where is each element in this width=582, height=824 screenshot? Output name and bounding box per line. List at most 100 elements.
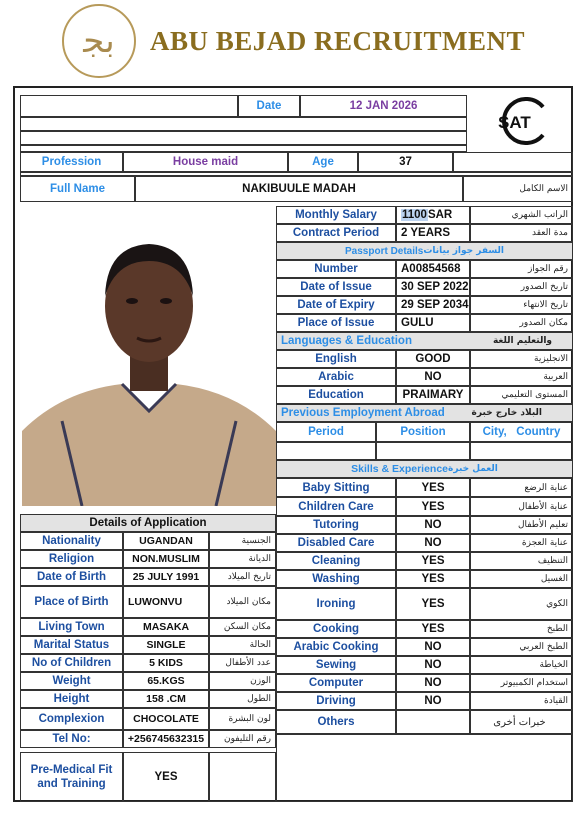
application-row-label: Weight bbox=[20, 672, 123, 690]
application-row-ar: الحالة bbox=[209, 636, 276, 654]
skill-row-value: NO bbox=[396, 656, 470, 674]
passport-row-ar: تاريخ الصدور bbox=[470, 278, 573, 296]
skill-row-value: YES bbox=[396, 570, 470, 588]
languages-title-ar: والتعليم اللغة bbox=[492, 336, 552, 346]
svg-text:SAT: SAT bbox=[498, 113, 531, 132]
skill-row-ar: عناية العجزة bbox=[470, 534, 573, 552]
brand-title: ABU BEJAD RECRUITMENT bbox=[150, 26, 526, 56]
skill-row-ar: الطبخ bbox=[470, 620, 573, 638]
passport-row-label: Date of Expiry bbox=[276, 296, 396, 314]
skill-row-label: Arabic Cooking bbox=[276, 638, 396, 656]
period-label: Contract Period bbox=[276, 224, 396, 242]
application-row-value: 65.KGS bbox=[123, 672, 209, 690]
salary-label: Monthly Salary bbox=[276, 206, 396, 224]
employment-col-position: Position bbox=[376, 422, 470, 442]
skill-row-value: NO bbox=[396, 674, 470, 692]
others-ar: خبرات أخرى bbox=[470, 710, 573, 734]
skill-row-value: NO bbox=[396, 516, 470, 534]
salary-ar: الراتب الشهري bbox=[470, 206, 573, 224]
passport-row-value: 30 SEP 2022 bbox=[396, 278, 470, 296]
skill-row-label: Sewing bbox=[276, 656, 396, 674]
application-row-ar: مكان السكن bbox=[209, 618, 276, 636]
profession-value: House maid bbox=[123, 152, 288, 172]
application-row-ar: الجنسية bbox=[209, 532, 276, 550]
skills-title-ar: العمل خبرة bbox=[448, 464, 498, 474]
date-label: Date bbox=[238, 95, 300, 117]
others-area bbox=[276, 734, 573, 802]
application-row-ar: الديانة bbox=[209, 550, 276, 568]
application-row-label: Place of Birth bbox=[20, 586, 123, 618]
fullname-ar: الاسم الكامل bbox=[463, 176, 573, 202]
employment-section-header: Previous Employment Abroad البلاد خارج خ… bbox=[276, 404, 573, 422]
employment-col-period: Period bbox=[276, 422, 376, 442]
page-header: ﺑﺠ ABU BEJAD RECRUITMENT bbox=[0, 0, 582, 86]
skill-row-ar: تعليم الأطفال bbox=[470, 516, 573, 534]
application-row-ar: لون البشرة bbox=[209, 708, 276, 730]
employment-cell bbox=[470, 442, 573, 460]
applicant-photo bbox=[22, 206, 276, 506]
passport-title-ar: السفر جواز بيانات bbox=[423, 246, 504, 256]
salary-amount: 1100 bbox=[401, 209, 428, 221]
blank-cell bbox=[453, 152, 573, 172]
passport-row-label: Number bbox=[276, 260, 396, 278]
fullname-label: Full Name bbox=[20, 176, 135, 202]
passport-row-label: Place of Issue bbox=[276, 314, 396, 332]
passport-row-value: 29 SEP 2034 bbox=[396, 296, 470, 314]
skill-row-label: Cooking bbox=[276, 620, 396, 638]
language-row-ar: المستوى التعليمي bbox=[470, 386, 573, 404]
employment-col-city: City, Country bbox=[470, 422, 573, 442]
skill-row-label: Ironing bbox=[276, 588, 396, 620]
skill-row-label: Children Care bbox=[276, 497, 396, 516]
period-ar: مدة العقد bbox=[470, 224, 573, 242]
divider bbox=[20, 172, 573, 176]
premedical-ar bbox=[209, 752, 276, 802]
application-row-label: Tel No: bbox=[20, 730, 123, 748]
application-row-label: Nationality bbox=[20, 532, 123, 550]
age-label: Age bbox=[288, 152, 358, 172]
skill-row-value: NO bbox=[396, 692, 470, 710]
application-row-value: NON.MUSLIM bbox=[123, 550, 209, 568]
fullname-value: NAKIBUULE MADAH bbox=[135, 176, 463, 202]
application-row-ar: مكان الميلاد bbox=[209, 586, 276, 618]
application-row-label: Marital Status bbox=[20, 636, 123, 654]
skill-row-ar: الخياطة bbox=[470, 656, 573, 674]
salary-unit: SAR bbox=[427, 209, 453, 221]
application-row-value: CHOCOLATE bbox=[123, 708, 209, 730]
cv-sheet: Date 12 JAN 2026 SAT Profession House ma… bbox=[13, 86, 573, 802]
passport-section-header: Passport Details السفر جواز بيانات bbox=[276, 242, 573, 260]
application-row-ar: رقم التليفون bbox=[209, 730, 276, 748]
passport-row-ar: تاريخ الانتهاء bbox=[470, 296, 573, 314]
date-value: 12 JAN 2026 bbox=[300, 95, 467, 117]
application-row-label: Date of Birth bbox=[20, 568, 123, 586]
skill-row-ar: القيادة bbox=[470, 692, 573, 710]
blank-row bbox=[20, 145, 467, 152]
blank-row bbox=[20, 117, 467, 131]
application-title: Details of Application bbox=[20, 514, 276, 532]
passport-row-label: Date of Issue bbox=[276, 278, 396, 296]
application-row-ar: الطول bbox=[209, 690, 276, 708]
skill-row-label: Tutoring bbox=[276, 516, 396, 534]
passport-title: Passport Details bbox=[345, 245, 424, 257]
skill-row-ar: استخدام الكمبيوتر bbox=[470, 674, 573, 692]
application-row-label: Height bbox=[20, 690, 123, 708]
application-row-label: No of Children bbox=[20, 654, 123, 672]
skill-row-label: Computer bbox=[276, 674, 396, 692]
skill-row-label: Baby Sitting bbox=[276, 478, 396, 497]
application-row-value: LUWONVU bbox=[123, 586, 209, 618]
application-row-value: 25 JULY 1991 bbox=[123, 568, 209, 586]
skill-row-value: NO bbox=[396, 638, 470, 656]
skills-title: Skills & Experience bbox=[351, 463, 449, 475]
language-row-ar: العربية bbox=[470, 368, 573, 386]
application-row-ar: تاريخ الميلاد bbox=[209, 568, 276, 586]
language-row-value: PRAIMARY bbox=[396, 386, 470, 404]
application-row-label: Religion bbox=[20, 550, 123, 568]
premedical-label: Pre-Medical Fit and Training bbox=[20, 752, 123, 802]
skill-row-value: YES bbox=[396, 478, 470, 497]
skills-section-header: Skills & Experience العمل خبرة bbox=[276, 460, 573, 478]
profession-label: Profession bbox=[20, 152, 123, 172]
skill-row-value: YES bbox=[396, 620, 470, 638]
others-value bbox=[396, 710, 470, 734]
skill-row-value: YES bbox=[396, 588, 470, 620]
skill-row-ar: الطبخ العربي bbox=[470, 638, 573, 656]
skill-row-ar: التنظيف bbox=[470, 552, 573, 570]
